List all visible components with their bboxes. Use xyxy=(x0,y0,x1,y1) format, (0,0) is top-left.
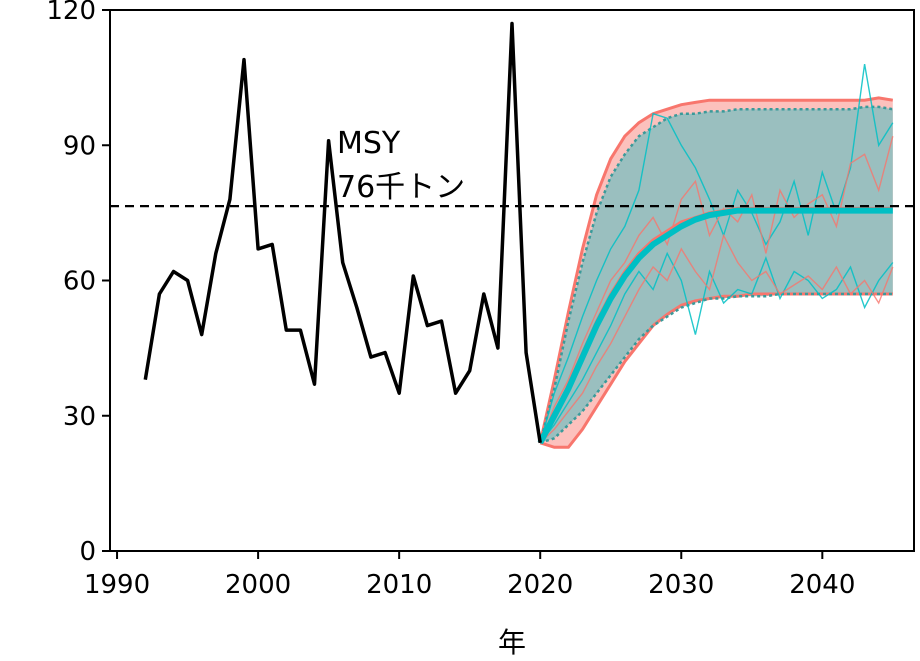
band-b-upper-edge xyxy=(538,105,894,444)
projection-medians xyxy=(537,206,893,445)
y-tick-label: 60 xyxy=(63,267,96,297)
projection-bands xyxy=(538,96,894,449)
x-tick-label: 2020 xyxy=(507,570,573,600)
observed-line xyxy=(143,21,542,444)
trajectory-a-line xyxy=(539,233,894,444)
band-a-upper-edge xyxy=(538,96,894,444)
x-axis-title: 年 xyxy=(498,626,526,659)
band-b-lower-edge xyxy=(539,292,893,444)
x-tick-label: 2010 xyxy=(366,570,432,600)
band-b-fill xyxy=(540,106,893,443)
median-b-line xyxy=(537,207,893,445)
trajectory-a-line xyxy=(539,136,894,444)
y-tick-label: 90 xyxy=(63,131,96,161)
msy-label-line1: MSY xyxy=(337,126,401,161)
observed-series xyxy=(143,21,542,444)
y-tick-label: 0 xyxy=(79,537,96,567)
x-tick-label: 1990 xyxy=(84,570,150,600)
y-tick-label: 30 xyxy=(63,402,96,432)
x-tick-label: 2030 xyxy=(648,570,714,600)
x-tick-label: 2040 xyxy=(789,570,855,600)
msy-label-line2: 76千トン xyxy=(337,170,465,205)
y-tick-label: 120 xyxy=(46,0,96,26)
x-axis: 1990 2000 2010 2020 2030 2040 xyxy=(84,551,855,600)
y-axis: 0 30 60 90 120 xyxy=(46,0,110,567)
trajectory-b-line xyxy=(539,251,894,444)
x-tick-label: 2000 xyxy=(225,570,291,600)
